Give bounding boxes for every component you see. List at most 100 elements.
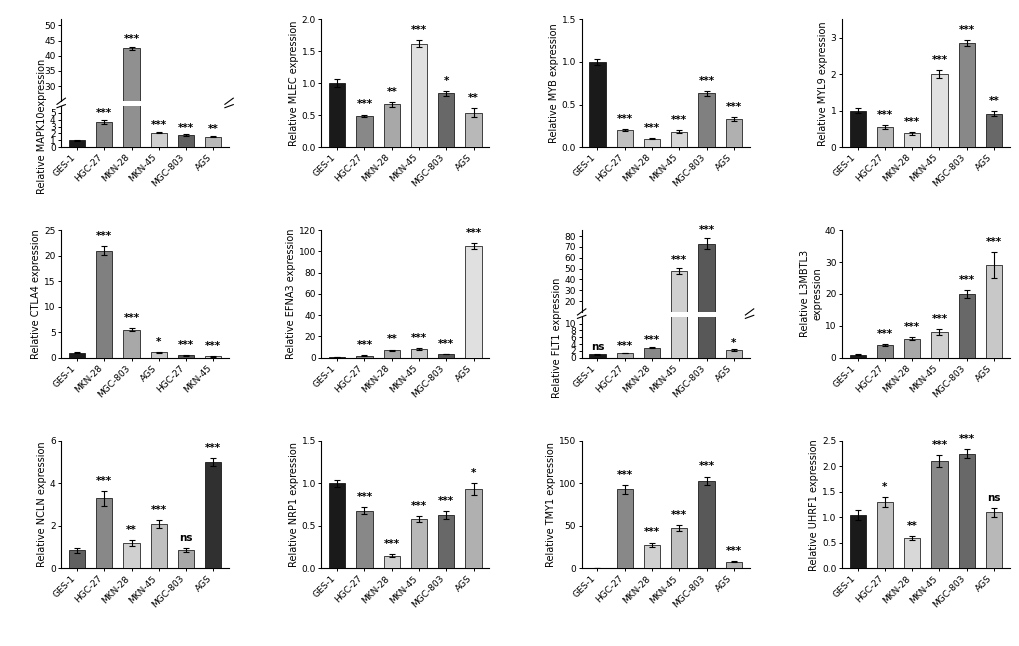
Text: ***: *** — [96, 475, 112, 486]
Text: *: * — [731, 338, 736, 348]
Text: *: * — [443, 76, 448, 86]
Y-axis label: Relative NCLN expression: Relative NCLN expression — [37, 442, 47, 567]
Bar — [698, 109, 714, 358]
Bar — [151, 171, 167, 177]
Bar — [958, 43, 974, 147]
Text: ***: *** — [151, 120, 167, 130]
Text: **: ** — [386, 335, 396, 344]
Text: *: * — [156, 337, 161, 347]
Text: ***: *** — [725, 546, 741, 556]
Bar — [123, 0, 140, 147]
Text: **: ** — [987, 96, 999, 106]
Bar — [123, 543, 140, 568]
Y-axis label: Relative L3MBTL3
expression: Relative L3MBTL3 expression — [800, 251, 821, 337]
Text: ***: *** — [205, 341, 221, 351]
Bar — [643, 138, 659, 147]
Bar — [329, 83, 345, 147]
Y-axis label: Relative CTLA4 expression: Relative CTLA4 expression — [32, 229, 42, 359]
Text: **: ** — [468, 93, 479, 103]
Bar — [643, 320, 659, 323]
Bar — [96, 498, 112, 568]
Bar — [698, 94, 714, 147]
Text: ***: *** — [383, 539, 399, 549]
Bar — [411, 44, 427, 147]
Y-axis label: Relative EFNA3 expression: Relative EFNA3 expression — [285, 229, 296, 359]
Text: **: ** — [906, 521, 917, 530]
Bar — [615, 489, 633, 568]
Text: ***: *** — [438, 339, 453, 349]
Text: ***: *** — [698, 461, 714, 472]
Bar — [849, 355, 865, 358]
Text: ns: ns — [590, 342, 603, 352]
Bar — [725, 119, 741, 147]
Bar — [68, 550, 86, 568]
Bar — [589, 322, 605, 323]
Bar — [671, 132, 687, 147]
Bar — [151, 524, 167, 568]
Text: ***: *** — [616, 341, 632, 351]
Text: ***: *** — [985, 237, 1001, 247]
Text: ***: *** — [96, 231, 112, 242]
Bar — [465, 112, 481, 147]
Bar — [383, 556, 399, 568]
Y-axis label: Relative MLEC expression: Relative MLEC expression — [288, 21, 299, 146]
Bar — [205, 357, 221, 358]
Bar — [849, 515, 865, 568]
Bar — [411, 349, 427, 358]
Bar — [329, 483, 345, 568]
Text: *: * — [881, 482, 887, 492]
Bar — [68, 140, 86, 147]
Text: ***: *** — [643, 335, 659, 345]
Text: ***: *** — [356, 492, 372, 502]
Bar — [643, 348, 659, 358]
Bar — [151, 132, 167, 147]
Bar — [356, 510, 372, 568]
Text: ***: *** — [177, 340, 194, 350]
Bar — [68, 353, 86, 358]
Bar — [671, 271, 687, 323]
Bar — [930, 74, 947, 147]
Text: ***: *** — [177, 123, 194, 132]
Bar — [930, 461, 947, 568]
Bar — [671, 194, 687, 358]
Text: ***: *** — [671, 510, 687, 519]
Text: ***: *** — [411, 25, 427, 36]
Text: ***: *** — [671, 255, 687, 264]
Text: ***: *** — [725, 102, 741, 112]
Text: **: ** — [126, 525, 137, 535]
Bar — [903, 538, 919, 568]
Text: ***: *** — [930, 314, 947, 324]
Bar — [96, 251, 112, 358]
Bar — [849, 110, 865, 147]
Bar — [383, 350, 399, 358]
Bar — [177, 550, 194, 568]
Bar — [615, 321, 633, 323]
Bar — [383, 104, 399, 147]
Text: ***: *** — [616, 114, 632, 123]
Text: ***: *** — [671, 116, 687, 125]
Bar — [123, 48, 140, 177]
Text: ***: *** — [643, 527, 659, 537]
Text: ***: *** — [903, 322, 919, 332]
Bar — [177, 172, 194, 177]
Bar — [876, 345, 893, 358]
Bar — [465, 489, 481, 568]
Text: ***: *** — [96, 109, 112, 118]
Bar — [205, 462, 221, 568]
Text: **: ** — [386, 87, 396, 97]
Bar — [68, 174, 86, 177]
Text: ***: *** — [958, 434, 974, 444]
Text: *: * — [471, 468, 476, 478]
Bar — [411, 519, 427, 568]
Y-axis label: Relative FLT1 expression: Relative FLT1 expression — [551, 277, 561, 397]
Text: ns: ns — [179, 532, 193, 543]
Text: ***: *** — [411, 333, 427, 343]
Bar — [930, 332, 947, 358]
Bar — [205, 136, 221, 147]
Bar — [698, 481, 714, 568]
Bar — [96, 166, 112, 177]
Text: ***: *** — [465, 228, 481, 238]
Text: ***: *** — [876, 329, 893, 339]
Y-axis label: Relative MYL9 expression: Relative MYL9 expression — [817, 21, 827, 145]
Bar — [615, 130, 633, 147]
